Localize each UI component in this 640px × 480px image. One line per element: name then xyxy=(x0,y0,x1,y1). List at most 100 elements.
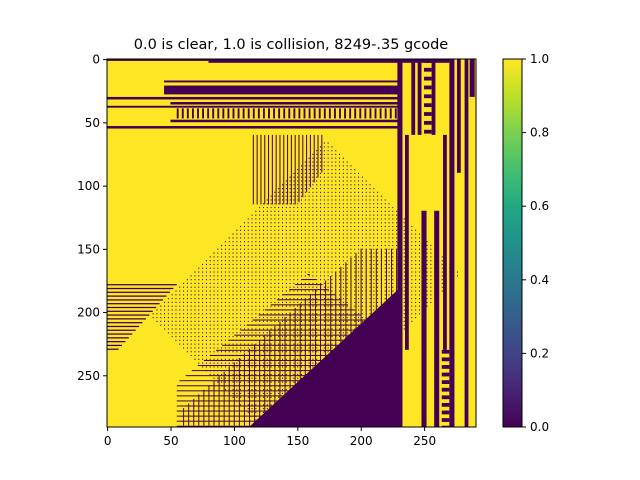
dot-cell xyxy=(247,222,249,224)
dot-cell xyxy=(270,313,272,315)
dot-cell xyxy=(243,309,245,311)
dot-cell xyxy=(278,301,280,304)
dot-cell xyxy=(278,294,280,296)
dot-cell xyxy=(236,396,238,398)
dot-cell xyxy=(335,180,337,182)
dot-cell xyxy=(247,411,249,414)
dot-cell xyxy=(323,206,325,209)
dot-cell xyxy=(320,222,322,224)
dot-cell xyxy=(392,275,394,277)
dot-cell xyxy=(228,301,230,304)
dot-cell xyxy=(312,252,314,254)
dot-cell xyxy=(361,298,363,300)
dot-cell xyxy=(377,252,379,254)
dot-cell xyxy=(365,244,367,247)
dot-cell xyxy=(293,347,295,349)
dot-cell xyxy=(213,373,215,376)
dot-cell xyxy=(342,290,344,292)
dot-cell xyxy=(281,263,283,266)
dot-cell xyxy=(285,256,287,258)
vertical-column xyxy=(449,59,455,427)
dot-cell xyxy=(346,206,348,209)
dot-cell xyxy=(278,389,280,391)
dot-cell xyxy=(251,377,253,379)
dot-cell xyxy=(430,267,432,269)
dot-cell xyxy=(301,256,303,258)
dot-cell xyxy=(240,351,242,353)
dot-cell xyxy=(346,229,348,231)
dot-cell xyxy=(301,218,303,220)
dot-cell xyxy=(243,248,245,250)
dot-cell xyxy=(266,267,268,269)
dot-cell xyxy=(361,320,363,322)
dot-cell xyxy=(418,282,420,285)
dot-cell xyxy=(327,233,329,235)
dot-cell xyxy=(179,290,181,292)
left-stripe xyxy=(107,318,146,320)
dot-cell xyxy=(285,199,287,201)
dot-cell xyxy=(247,347,249,349)
dot-cell xyxy=(224,267,226,269)
dot-cell xyxy=(297,335,299,338)
dot-cell xyxy=(183,328,185,330)
dot-cell xyxy=(194,271,196,273)
dot-cell xyxy=(403,256,405,258)
dot-cell xyxy=(418,290,420,292)
dot-cell xyxy=(312,248,314,250)
dot-cell xyxy=(373,244,375,247)
dot-cell xyxy=(346,176,348,178)
dot-cell xyxy=(183,339,185,341)
dot-cell xyxy=(228,320,230,322)
dot-cell xyxy=(342,248,344,250)
dot-cell xyxy=(430,244,432,247)
dot-cell xyxy=(240,241,242,243)
dot-cell xyxy=(316,328,318,330)
dot-cell xyxy=(236,244,238,247)
dot-cell xyxy=(350,248,352,250)
dot-cell xyxy=(365,187,367,190)
dot-cell xyxy=(236,309,238,311)
dot-cell xyxy=(262,206,264,209)
hatch-col xyxy=(228,367,230,426)
dot-cell xyxy=(228,294,230,296)
column-notch xyxy=(424,129,432,134)
dot-cell xyxy=(384,286,386,288)
dot-cell xyxy=(262,377,264,379)
dot-cell xyxy=(308,199,310,201)
dot-cell xyxy=(240,286,242,288)
dot-cell xyxy=(270,244,272,247)
dot-cell xyxy=(354,252,356,254)
dot-cell xyxy=(373,225,375,228)
dot-cell xyxy=(194,282,196,285)
dot-cell xyxy=(335,206,337,209)
hatch-row xyxy=(191,370,402,372)
dot-cell xyxy=(232,294,234,296)
dot-cell xyxy=(342,229,344,231)
dot-cell xyxy=(308,214,310,216)
dot-cell xyxy=(426,286,428,288)
dot-cell xyxy=(308,316,310,319)
left-stripe xyxy=(107,299,164,301)
dot-cell xyxy=(339,267,341,269)
dot-cell xyxy=(373,263,375,266)
dot-cell xyxy=(175,294,177,296)
dot-cell xyxy=(293,199,295,201)
dot-cell xyxy=(198,271,200,273)
left-stripe xyxy=(107,306,157,309)
dot-cell xyxy=(274,267,276,269)
dot-cell xyxy=(377,305,379,307)
dot-cell xyxy=(304,203,306,205)
column-notch xyxy=(424,112,432,116)
dot-cell xyxy=(388,275,390,277)
band-tooth xyxy=(379,108,382,119)
dot-cell xyxy=(316,252,318,254)
dot-cell xyxy=(255,351,257,353)
dot-cell xyxy=(274,279,276,281)
dot-cell xyxy=(213,362,215,364)
dot-cell xyxy=(259,225,261,228)
dot-cell xyxy=(308,252,310,254)
hatch-row xyxy=(264,309,355,311)
dot-cell xyxy=(354,203,356,205)
dot-cell xyxy=(251,332,253,334)
dot-cell xyxy=(388,263,390,266)
